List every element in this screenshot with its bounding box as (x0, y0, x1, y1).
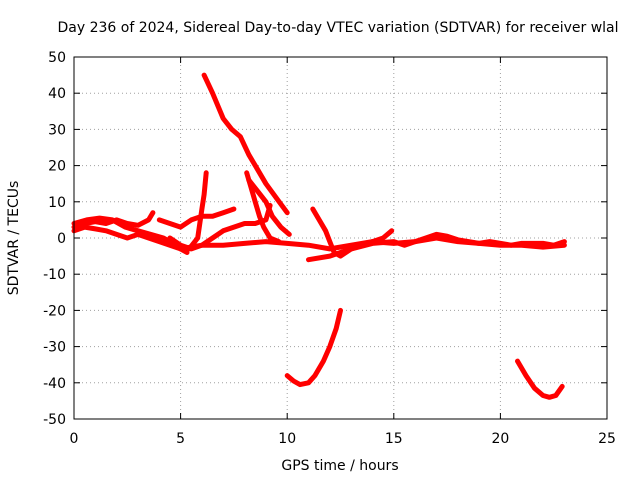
y-tick-label: 0 (57, 231, 66, 247)
data-series-arc-10 (310, 206, 395, 259)
data-series-arc-2 (71, 224, 190, 255)
y-tick-label: -40 (43, 376, 66, 392)
x-tick-label: 5 (176, 431, 185, 447)
chart-title: Day 236 of 2024, Sidereal Day-to-day VTE… (57, 20, 618, 36)
x-tick-label: 0 (70, 431, 79, 447)
data-series-arc-3 (71, 170, 209, 252)
data-series-arc-11 (306, 231, 567, 263)
x-axis-label: GPS time / hours (281, 458, 398, 474)
y-tick-label: -50 (43, 412, 66, 428)
tick-layer: 0 5 10 15 20 25 -50 -40 -30 -20 -10 0 10 20 30 40 50 (43, 50, 616, 447)
y-tick-label: 20 (48, 159, 66, 175)
data-series-arc-7 (156, 206, 237, 230)
x-tick-label: 20 (491, 431, 509, 447)
series-layer (71, 72, 567, 400)
x-tick-label: 15 (385, 431, 403, 447)
y-tick-label: 10 (48, 195, 66, 211)
data-series-arc-4 (201, 72, 290, 216)
y-tick-label: -30 (43, 340, 66, 356)
x-tick-label: 10 (278, 431, 296, 447)
y-axis-label: SDTVAR / TECUs (6, 181, 22, 296)
y-tick-label: -10 (43, 267, 66, 283)
y-tick-label: 30 (48, 122, 66, 138)
data-series-arc-5 (244, 170, 282, 245)
data-series-arc-13 (515, 358, 565, 400)
y-tick-label: 50 (48, 50, 66, 66)
data-series-arc-12 (284, 307, 343, 388)
y-tick-label: 40 (48, 86, 66, 102)
x-tick-label: 25 (598, 431, 616, 447)
y-tick-label: -20 (43, 303, 66, 319)
